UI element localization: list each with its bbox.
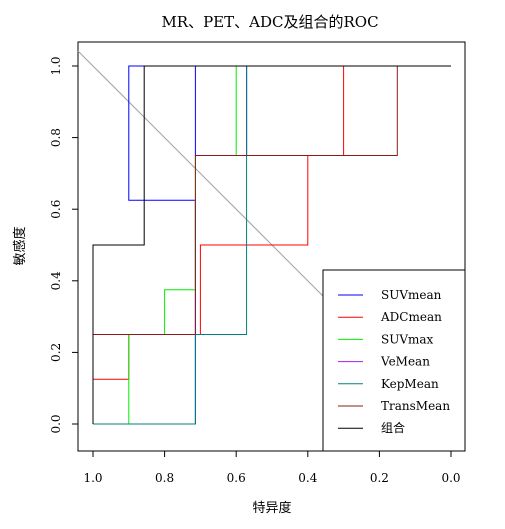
y-tick-label: 0.8 [49, 128, 63, 147]
series-layer [92, 65, 451, 425]
legend-label: SUVmean [381, 288, 442, 302]
x-tick-label: 1.0 [83, 471, 102, 485]
x-tick-label: 0.0 [441, 471, 460, 485]
x-tick-label: 0.8 [155, 471, 174, 485]
chart-title: MR、PET、ADC及组合的ROC [161, 13, 378, 31]
y-tick-label: 0.4 [49, 271, 63, 290]
series-line-7 [92, 65, 451, 424]
legend-label: KepMean [381, 377, 439, 391]
legend-label: 组合 [381, 420, 405, 435]
legend-label: VeMean [380, 355, 430, 369]
x-axis: 1.0 0.8 0.6 0.4 0.2 0.0 [83, 450, 461, 485]
x-axis-title: 特异度 [252, 500, 291, 516]
x-tick-label: 0.6 [227, 471, 246, 485]
series-line-2 [92, 65, 451, 424]
legend-label: ADCmean [380, 310, 442, 324]
x-tick-label: 0.4 [298, 471, 317, 485]
y-axis: 0.0 0.2 0.4 0.6 0.8 1.0 [49, 56, 79, 434]
y-tick-label: 0.0 [49, 414, 63, 433]
y-tick-label: 0.2 [49, 343, 63, 362]
y-tick-label: 1.0 [49, 56, 63, 75]
y-tick-label: 0.6 [49, 200, 63, 219]
legend: SUVmean ADCmean SUVmax VeMean KepMean TransMe… [322, 269, 466, 452]
series-line-3 [93, 65, 451, 425]
series-line-4 [246, 65, 451, 156]
y-axis-title: 敏感度 [12, 226, 28, 265]
legend-label: TransMean [381, 399, 450, 413]
x-tick-label: 0.2 [370, 471, 389, 485]
legend-box [322, 269, 466, 452]
legend-label: SUVmax [381, 332, 434, 346]
